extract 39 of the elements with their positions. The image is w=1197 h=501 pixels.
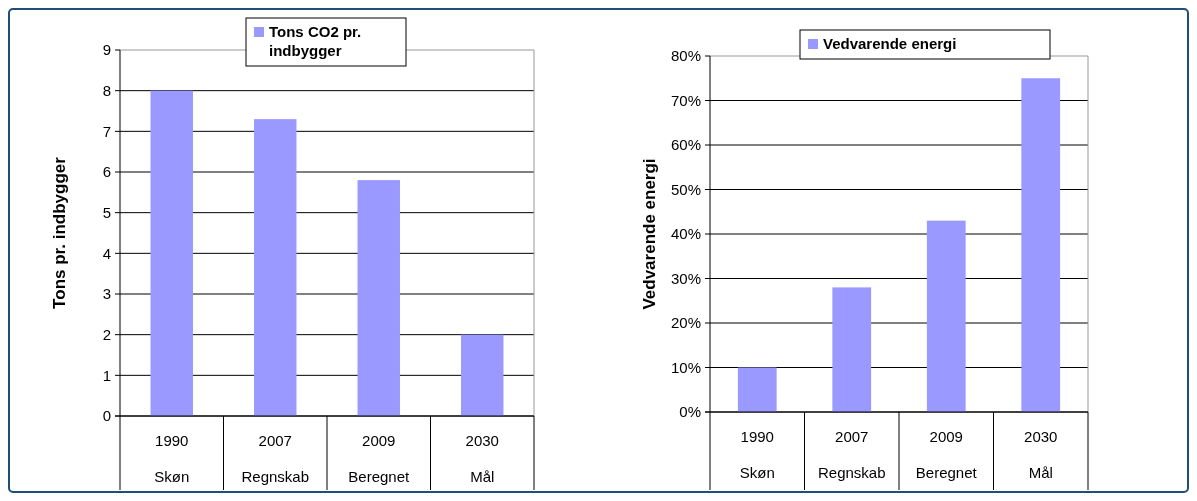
- category-label: 1990 Skøn: [739, 428, 775, 481]
- category-label: 2007 Regnskab: [241, 432, 310, 485]
- y-tick-label: 3: [102, 285, 111, 303]
- y-tick-label: 0%: [679, 403, 701, 421]
- y-tick-label: 10%: [670, 358, 701, 376]
- bar: [150, 90, 193, 416]
- category-label: 2030 Mål: [1024, 428, 1058, 481]
- category-label: 2030 Mål: [465, 432, 499, 485]
- y-axis-title: Tons pr. indbygger: [50, 156, 69, 309]
- bar: [926, 220, 966, 412]
- y-tick-label: 6: [102, 163, 111, 181]
- y-tick-label: 50%: [670, 180, 701, 198]
- y-tick-label: 40%: [670, 225, 701, 243]
- y-tick-label: 70%: [670, 91, 701, 109]
- legend-label: Tons CO2 pr. indbygger: [269, 23, 362, 59]
- bar: [357, 180, 400, 416]
- category-label: 2009 Beregnet: [915, 428, 977, 481]
- y-tick-label: 30%: [670, 269, 701, 287]
- bar: [254, 119, 297, 416]
- y-axis-title: Vedvarende energi: [640, 158, 659, 310]
- category-label: 2009 Beregnet: [348, 432, 410, 485]
- y-tick-label: 20%: [670, 314, 701, 332]
- y-tick-label: 8: [102, 81, 111, 99]
- category-label: 2007 Regnskab: [817, 428, 886, 481]
- y-tick-label: 9: [102, 41, 111, 59]
- y-tick-label: 1: [102, 366, 111, 384]
- bar: [832, 287, 872, 412]
- y-tick-label: 4: [102, 244, 111, 262]
- y-tick-label: 5: [102, 203, 111, 221]
- y-tick-label: 60%: [670, 136, 701, 154]
- y-tick-label: 7: [102, 122, 111, 140]
- bar: [737, 367, 777, 412]
- bar: [461, 334, 504, 416]
- y-tick-label: 2: [102, 325, 111, 343]
- y-tick-label: 80%: [670, 47, 701, 65]
- legend-label: Vedvarende energi: [823, 35, 957, 52]
- y-tick-label: 0: [102, 407, 111, 425]
- bar: [1021, 78, 1061, 412]
- category-label: 1990 Skøn: [154, 432, 190, 485]
